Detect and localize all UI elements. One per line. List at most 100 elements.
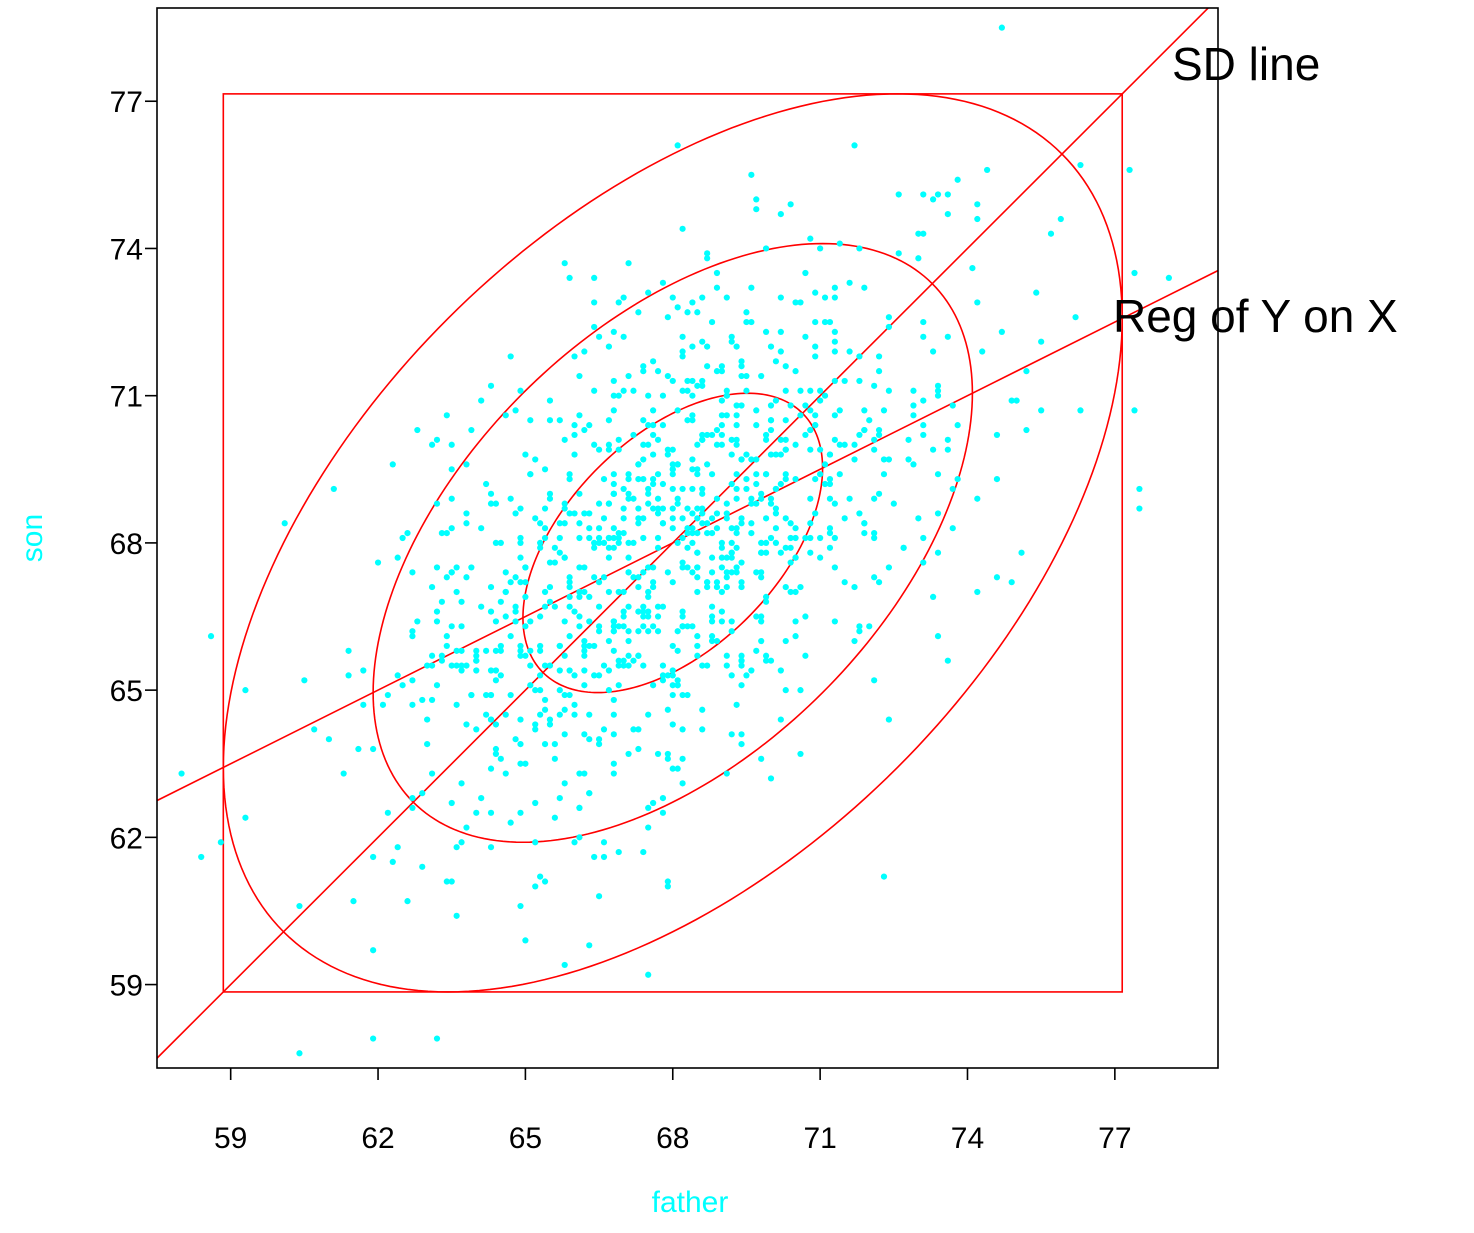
data-point [654,436,662,443]
data-point [694,549,701,556]
data-point [537,711,544,718]
data-point [797,412,804,419]
data-point [640,623,647,630]
data-point [645,392,652,399]
data-point [817,397,824,404]
data-point [492,647,500,654]
data-point [684,623,691,630]
data-point [487,608,495,615]
data-point [591,299,598,306]
y-tick-label: 62 [110,822,143,855]
data-point [654,471,662,478]
data-point [527,662,534,669]
x-tick-label: 68 [656,1122,689,1155]
data-point [861,529,868,537]
data-point [777,549,784,556]
data-point [625,495,632,502]
data-point [541,466,549,473]
data-point [345,672,352,679]
data-point [777,211,784,218]
data-point [645,971,652,978]
data-point [591,441,598,448]
data-point [281,520,288,527]
data-point [787,402,794,409]
sd-box [222,93,1124,993]
data-point [630,726,637,733]
data-point [743,372,750,380]
data-point [546,495,554,502]
data-point [704,583,711,591]
data-point [605,446,613,453]
data-point [566,691,573,699]
data-point [659,672,667,679]
data-point [762,593,770,600]
data-point [743,451,750,458]
data-point [807,235,814,242]
data-point [689,417,696,424]
data-point [704,431,711,439]
data-point [551,559,558,566]
data-point [934,392,942,399]
data-point [733,471,740,478]
data-point [713,525,721,532]
data-point [841,579,848,586]
data-point [443,633,450,640]
data-point [812,412,819,419]
data-point [645,289,652,296]
data-point [679,333,686,340]
data-point [836,240,843,247]
data-point [453,662,460,669]
data-point [571,839,578,846]
data-point [802,269,809,277]
data-point [443,574,450,581]
data-point [600,539,608,547]
data-point [610,628,617,635]
data-point [370,745,377,753]
data-point [831,618,838,625]
data-point [728,525,735,532]
data-point [645,608,652,615]
data-point [473,726,480,733]
data-point [546,583,554,591]
data-point [723,500,730,507]
data-point [792,368,799,375]
data-point [551,814,558,821]
data-point [782,637,789,645]
data-point [502,711,509,718]
data-point [561,520,568,527]
data-point [905,436,912,443]
data-point [944,436,951,443]
data-point [777,348,784,355]
data-point [394,844,401,851]
data-point [723,294,730,301]
data-point [600,515,608,522]
data-point [650,431,657,439]
data-point [443,642,450,650]
data-point [645,588,652,596]
data-point [767,500,775,507]
data-point [920,230,927,237]
data-point [635,520,642,527]
data-point [733,441,740,448]
data-point [566,579,573,586]
data-point [689,299,696,306]
data-point [664,314,671,321]
data-point [743,318,750,326]
data-point [541,878,549,885]
data-point [556,687,563,694]
data-point [483,711,490,718]
data-point [581,426,588,434]
data-point [591,539,598,547]
data-point [974,495,981,502]
data-point [728,549,735,556]
y-tick-label: 74 [110,233,143,266]
data-point [934,633,942,640]
data-point [650,682,657,689]
data-point [512,510,519,517]
data-point [532,799,539,807]
data-point [404,529,411,537]
data-point [767,343,775,350]
data-point [595,500,603,507]
data-point [831,564,838,571]
data-point [1033,289,1040,296]
